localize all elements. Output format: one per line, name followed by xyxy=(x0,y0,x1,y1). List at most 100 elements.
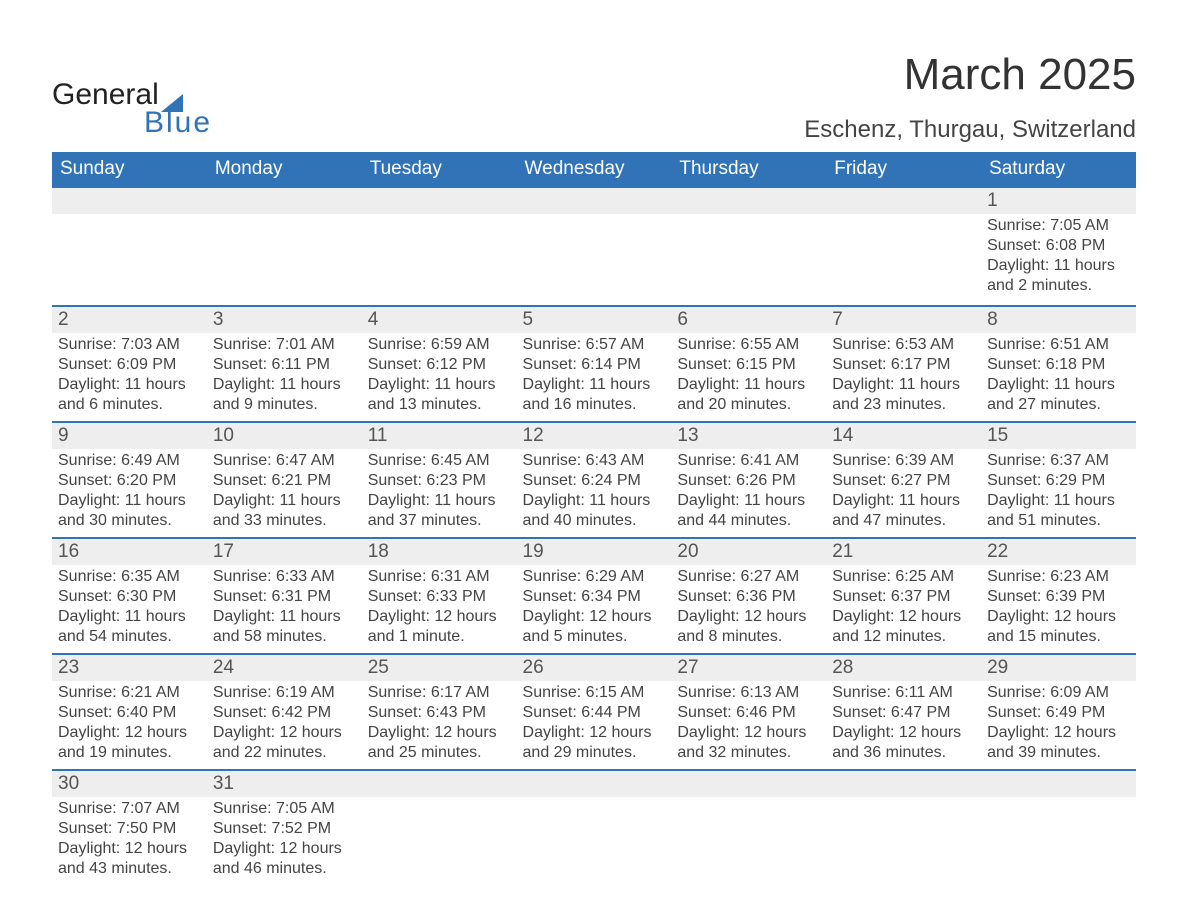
daylight-text-2: and 44 minutes. xyxy=(677,511,820,531)
daylight-text-1: Daylight: 11 hours xyxy=(213,375,356,395)
daylight-text-2: and 27 minutes. xyxy=(987,395,1130,415)
daylight-text-1: Daylight: 11 hours xyxy=(213,607,356,627)
daylight-text-2: and 36 minutes. xyxy=(832,743,975,763)
day-number: 11 xyxy=(362,422,517,449)
sunset-text: Sunset: 6:29 PM xyxy=(987,471,1130,491)
daylight-text-1: Daylight: 11 hours xyxy=(368,375,511,395)
sunset-text: Sunset: 6:12 PM xyxy=(368,355,511,375)
day-cell: Sunrise: 6:29 AMSunset: 6:34 PMDaylight:… xyxy=(517,565,672,654)
sunset-text: Sunset: 6:23 PM xyxy=(368,471,511,491)
day-number: 18 xyxy=(362,538,517,565)
day-number: 21 xyxy=(826,538,981,565)
day-header-row: Sunday Monday Tuesday Wednesday Thursday… xyxy=(52,152,1136,187)
day-cell: Sunrise: 6:45 AMSunset: 6:23 PMDaylight:… xyxy=(362,449,517,538)
sunset-text: Sunset: 6:46 PM xyxy=(677,703,820,723)
sunset-text: Sunset: 6:47 PM xyxy=(832,703,975,723)
col-monday: Monday xyxy=(207,152,362,187)
daylight-text-1: Daylight: 12 hours xyxy=(368,723,511,743)
day-number: 24 xyxy=(207,654,362,681)
daylight-text-2: and 58 minutes. xyxy=(213,627,356,647)
empty-cell xyxy=(826,797,981,885)
daylight-text-2: and 40 minutes. xyxy=(523,511,666,531)
daylight-text-2: and 51 minutes. xyxy=(987,511,1130,531)
daylight-text-2: and 37 minutes. xyxy=(368,511,511,531)
daylight-text-1: Daylight: 11 hours xyxy=(523,491,666,511)
day-number: 7 xyxy=(826,306,981,333)
day-number: 31 xyxy=(207,770,362,797)
daylight-text-1: Daylight: 12 hours xyxy=(213,839,356,859)
daylight-text-1: Daylight: 12 hours xyxy=(213,723,356,743)
sunrise-text: Sunrise: 6:49 AM xyxy=(58,451,201,471)
daylight-text-2: and 43 minutes. xyxy=(58,859,201,879)
daylight-text-2: and 1 minute. xyxy=(368,627,511,647)
daylight-text-2: and 46 minutes. xyxy=(213,859,356,879)
day-cell: Sunrise: 6:35 AMSunset: 6:30 PMDaylight:… xyxy=(52,565,207,654)
location-label: Eschenz, Thurgau, Switzerland xyxy=(804,116,1136,144)
daylight-text-2: and 6 minutes. xyxy=(58,395,201,415)
sunset-text: Sunset: 6:42 PM xyxy=(213,703,356,723)
sunset-text: Sunset: 6:27 PM xyxy=(832,471,975,491)
daylight-text-2: and 25 minutes. xyxy=(368,743,511,763)
day-number: 8 xyxy=(981,306,1136,333)
day-number: 9 xyxy=(52,422,207,449)
col-sunday: Sunday xyxy=(52,152,207,187)
day-cell: Sunrise: 6:55 AMSunset: 6:15 PMDaylight:… xyxy=(671,333,826,422)
daylight-text-2: and 47 minutes. xyxy=(832,511,975,531)
day-cell: Sunrise: 6:53 AMSunset: 6:17 PMDaylight:… xyxy=(826,333,981,422)
daylight-text-1: Daylight: 12 hours xyxy=(677,723,820,743)
daylight-text-2: and 23 minutes. xyxy=(832,395,975,415)
daylight-text-2: and 32 minutes. xyxy=(677,743,820,763)
empty-cell xyxy=(517,797,672,885)
week-1-numbers: 1 xyxy=(52,187,1136,214)
sunset-text: Sunset: 6:49 PM xyxy=(987,703,1130,723)
empty-cell xyxy=(671,187,826,214)
day-cell: Sunrise: 6:15 AMSunset: 6:44 PMDaylight:… xyxy=(517,681,672,770)
daylight-text-1: Daylight: 11 hours xyxy=(832,491,975,511)
empty-cell xyxy=(362,214,517,306)
week-6-details: Sunrise: 7:07 AMSunset: 7:50 PMDaylight:… xyxy=(52,797,1136,885)
sunset-text: Sunset: 6:30 PM xyxy=(58,587,201,607)
daylight-text-1: Daylight: 11 hours xyxy=(987,491,1130,511)
daylight-text-1: Daylight: 12 hours xyxy=(832,723,975,743)
day-cell: Sunrise: 7:05 AM Sunset: 6:08 PM Dayligh… xyxy=(981,214,1136,306)
sunrise-text: Sunrise: 6:21 AM xyxy=(58,683,201,703)
empty-cell xyxy=(671,770,826,797)
sunset-text: Sunset: 6:21 PM xyxy=(213,471,356,491)
sunset-text: Sunset: 6:33 PM xyxy=(368,587,511,607)
day-cell: Sunrise: 6:19 AMSunset: 6:42 PMDaylight:… xyxy=(207,681,362,770)
daylight-text-2: and 12 minutes. xyxy=(832,627,975,647)
empty-cell xyxy=(207,187,362,214)
day-cell: Sunrise: 7:01 AMSunset: 6:11 PMDaylight:… xyxy=(207,333,362,422)
sunrise-text: Sunrise: 6:31 AM xyxy=(368,567,511,587)
day-cell: Sunrise: 6:49 AMSunset: 6:20 PMDaylight:… xyxy=(52,449,207,538)
sunset-text: Sunset: 6:31 PM xyxy=(213,587,356,607)
sunset-text: Sunset: 6:26 PM xyxy=(677,471,820,491)
sunset-text: Sunset: 6:40 PM xyxy=(58,703,201,723)
sunrise-text: Sunrise: 6:45 AM xyxy=(368,451,511,471)
sunset-text: Sunset: 6:11 PM xyxy=(213,355,356,375)
daylight-text-2: and 20 minutes. xyxy=(677,395,820,415)
day-number: 23 xyxy=(52,654,207,681)
daylight-text-1: Daylight: 11 hours xyxy=(213,491,356,511)
sunrise-text: Sunrise: 6:55 AM xyxy=(677,335,820,355)
day-number: 19 xyxy=(517,538,672,565)
day-number: 25 xyxy=(362,654,517,681)
day-number: 1 xyxy=(981,187,1136,214)
sunrise-text: Sunrise: 6:19 AM xyxy=(213,683,356,703)
sunrise-text: Sunrise: 6:57 AM xyxy=(523,335,666,355)
day-number: 29 xyxy=(981,654,1136,681)
sunrise-text: Sunrise: 6:41 AM xyxy=(677,451,820,471)
daylight-text-1: Daylight: 11 hours xyxy=(832,375,975,395)
week-3-numbers: 9101112131415 xyxy=(52,422,1136,449)
empty-cell xyxy=(362,187,517,214)
week-4-numbers: 16171819202122 xyxy=(52,538,1136,565)
day-cell: Sunrise: 6:25 AMSunset: 6:37 PMDaylight:… xyxy=(826,565,981,654)
week-3-details: Sunrise: 6:49 AMSunset: 6:20 PMDaylight:… xyxy=(52,449,1136,538)
daylight-text-1: Daylight: 11 hours xyxy=(58,607,201,627)
daylight-text-2: and 33 minutes. xyxy=(213,511,356,531)
logo: General Blue xyxy=(52,78,212,140)
empty-cell xyxy=(52,187,207,214)
sunrise-text: Sunrise: 6:33 AM xyxy=(213,567,356,587)
week-2-numbers: 2 3 4 5 6 7 8 xyxy=(52,306,1136,333)
daylight-text-1: Daylight: 12 hours xyxy=(58,723,201,743)
